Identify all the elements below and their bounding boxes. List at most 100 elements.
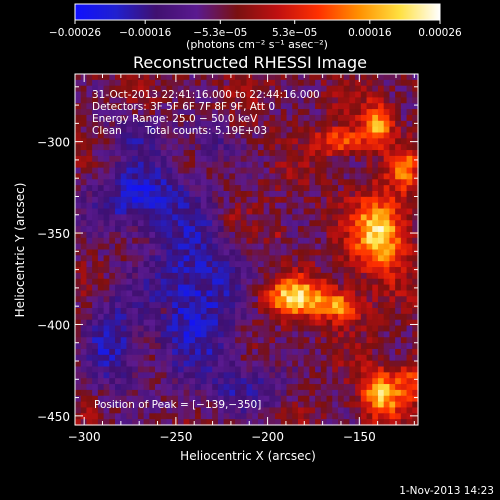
heatmap-cell bbox=[97, 79, 105, 87]
heatmap-cell bbox=[223, 214, 230, 221]
heatmap-cell bbox=[275, 243, 282, 251]
heatmap-cell bbox=[269, 150, 276, 157]
heatmap-cell bbox=[263, 319, 270, 327]
heatmap-cell bbox=[235, 319, 242, 327]
heatmap-cell bbox=[229, 401, 236, 409]
heatmap-cell bbox=[172, 278, 179, 286]
heatmap-cell bbox=[217, 214, 225, 221]
heatmap-cell bbox=[400, 267, 408, 274]
heatmap-cell bbox=[309, 191, 316, 198]
heatmap-cell bbox=[75, 290, 82, 297]
heatmap-cell bbox=[97, 132, 105, 139]
heatmap-cell bbox=[263, 331, 270, 338]
heatmap-cell bbox=[400, 384, 408, 391]
heatmap-cell bbox=[92, 325, 99, 332]
heatmap-cell bbox=[360, 343, 368, 350]
heatmap-cell bbox=[126, 395, 133, 403]
heatmap-cell bbox=[103, 120, 110, 128]
heatmap-cell bbox=[75, 226, 82, 233]
heatmap-cell bbox=[120, 144, 128, 151]
heatmap-cell bbox=[235, 167, 242, 175]
heatmap-cell bbox=[355, 343, 362, 350]
heatmap-cell bbox=[297, 191, 305, 198]
heatmap-cell bbox=[200, 120, 208, 128]
heatmap-cell bbox=[217, 384, 225, 391]
heatmap-cell bbox=[189, 407, 196, 414]
heatmap-cell bbox=[286, 308, 293, 315]
heatmap-cell bbox=[332, 401, 339, 409]
heatmap-cell bbox=[309, 272, 316, 280]
heatmap-cell bbox=[337, 191, 345, 198]
heatmap-cell bbox=[309, 196, 316, 204]
heatmap-cell bbox=[177, 331, 185, 338]
heatmap-cell bbox=[372, 114, 379, 122]
heatmap-cell bbox=[280, 161, 288, 169]
heatmap-cell bbox=[172, 179, 179, 186]
heatmap-cell bbox=[332, 302, 339, 309]
heatmap-cell bbox=[103, 226, 110, 233]
heatmap-cell bbox=[177, 243, 185, 251]
heatmap-cell bbox=[343, 120, 350, 128]
heatmap-cell bbox=[292, 144, 299, 151]
heatmap-cell bbox=[206, 354, 213, 362]
heatmap-cell bbox=[217, 278, 225, 286]
heatmap-cell bbox=[177, 419, 185, 426]
heatmap-cell bbox=[389, 267, 396, 274]
heatmap-cell bbox=[115, 249, 122, 256]
heatmap-cell bbox=[166, 202, 173, 210]
heatmap-cell bbox=[143, 401, 150, 409]
heatmap-cell bbox=[75, 126, 82, 134]
heatmap-cell bbox=[195, 237, 202, 245]
heatmap-cell bbox=[343, 337, 350, 344]
heatmap-cell bbox=[286, 150, 293, 157]
heatmap-cell bbox=[326, 296, 333, 303]
heatmap-cell bbox=[355, 91, 362, 98]
heatmap-cell bbox=[223, 389, 230, 397]
heatmap-cell bbox=[263, 74, 270, 81]
heatmap-cell bbox=[275, 220, 282, 227]
heatmap-cell bbox=[377, 337, 385, 344]
heatmap-cell bbox=[137, 150, 145, 157]
heatmap-cell bbox=[337, 97, 345, 104]
heatmap-cell bbox=[189, 384, 196, 391]
heatmap-cell bbox=[332, 179, 339, 186]
heatmap-cell bbox=[252, 261, 259, 268]
heatmap-cell bbox=[389, 109, 396, 116]
heatmap-cell bbox=[223, 366, 230, 373]
heatmap-cell bbox=[149, 401, 156, 409]
heatmap-cell bbox=[223, 319, 230, 327]
heatmap-cell bbox=[223, 220, 230, 227]
heatmap-cell bbox=[343, 354, 350, 362]
heatmap-cell bbox=[240, 337, 248, 344]
heatmap-cell bbox=[80, 348, 88, 356]
heatmap-cell bbox=[400, 144, 408, 151]
heatmap-cell bbox=[360, 191, 368, 198]
heatmap-cell bbox=[166, 348, 173, 356]
heatmap-cell bbox=[320, 97, 328, 104]
heatmap-cell bbox=[377, 255, 385, 262]
heatmap-cell bbox=[366, 91, 373, 98]
heatmap-cell bbox=[366, 79, 373, 87]
heatmap-cell bbox=[246, 389, 253, 397]
heatmap-cell bbox=[332, 308, 339, 315]
heatmap-cell bbox=[115, 185, 122, 192]
heatmap-cell bbox=[372, 191, 379, 198]
heatmap-cell bbox=[103, 132, 110, 139]
heatmap-cell bbox=[86, 167, 93, 175]
heatmap-cell bbox=[275, 202, 282, 210]
heatmap-cell bbox=[149, 150, 156, 157]
heatmap-cell bbox=[75, 191, 82, 198]
heatmap-cell bbox=[109, 191, 116, 198]
heatmap-cell bbox=[257, 144, 265, 151]
heatmap-cell bbox=[377, 79, 385, 87]
heatmap-cell bbox=[172, 161, 179, 169]
heatmap-cell bbox=[412, 109, 419, 116]
heatmap-cell bbox=[97, 126, 105, 134]
heatmap-cell bbox=[86, 97, 93, 104]
chart-title: Reconstructed RHESSI Image bbox=[133, 53, 367, 72]
heatmap-cell bbox=[229, 243, 236, 251]
heatmap-cell bbox=[212, 407, 219, 414]
heatmap-cell bbox=[86, 114, 93, 122]
heatmap-cell bbox=[97, 155, 105, 163]
heatmap-cell bbox=[275, 272, 282, 280]
